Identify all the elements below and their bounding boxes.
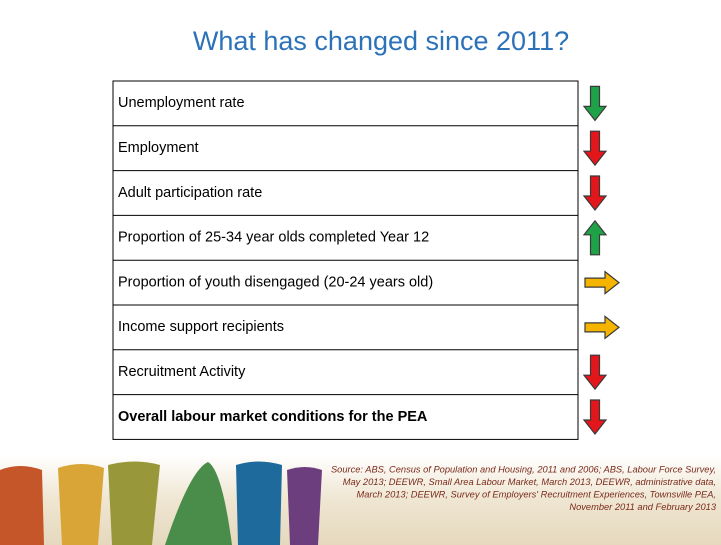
trend-arrow	[582, 130, 608, 167]
row-label: Adult participation rate	[118, 185, 262, 201]
decor-shape	[287, 467, 322, 545]
trend-arrow	[582, 399, 608, 435]
source-line: May 2013; DEEWR, Small Area Labour Marke…	[343, 477, 716, 487]
trend-arrow	[584, 270, 620, 295]
row-label: Proportion of youth disengaged (20-24 ye…	[118, 274, 433, 290]
source-line: November 2011 and February 2013	[569, 502, 716, 512]
decor-shape	[165, 462, 232, 545]
row-label: Recruitment Activity	[118, 364, 246, 380]
source-line: Source: ABS, Census of Population and Ho…	[331, 464, 716, 474]
source-note: Source: ABS, Census of Population and Ho…	[331, 464, 717, 512]
trend-arrow	[582, 85, 608, 122]
decor-shape	[0, 466, 44, 545]
row-label: Employment	[118, 140, 199, 156]
decor-shape	[58, 464, 104, 545]
slide-title: What has changed since 2011?	[193, 26, 569, 56]
trend-arrow	[584, 315, 620, 340]
decor-shape	[236, 461, 282, 545]
trend-arrow	[582, 175, 608, 211]
decor-shape	[108, 461, 160, 545]
trend-arrow	[582, 219, 608, 256]
trend-arrow	[582, 354, 608, 391]
indicator-table: Unemployment rate Employment Adult partici…	[112, 80, 620, 440]
source-line: March 2013; DEEWR, Survey of Employers' …	[357, 489, 717, 499]
row-label: Unemployment rate	[118, 95, 245, 111]
row-label: Overall labour market conditions for the…	[118, 409, 428, 425]
row-label: Proportion of 25-34 year olds completed …	[118, 230, 429, 246]
row-label: Income support recipients	[118, 319, 284, 335]
